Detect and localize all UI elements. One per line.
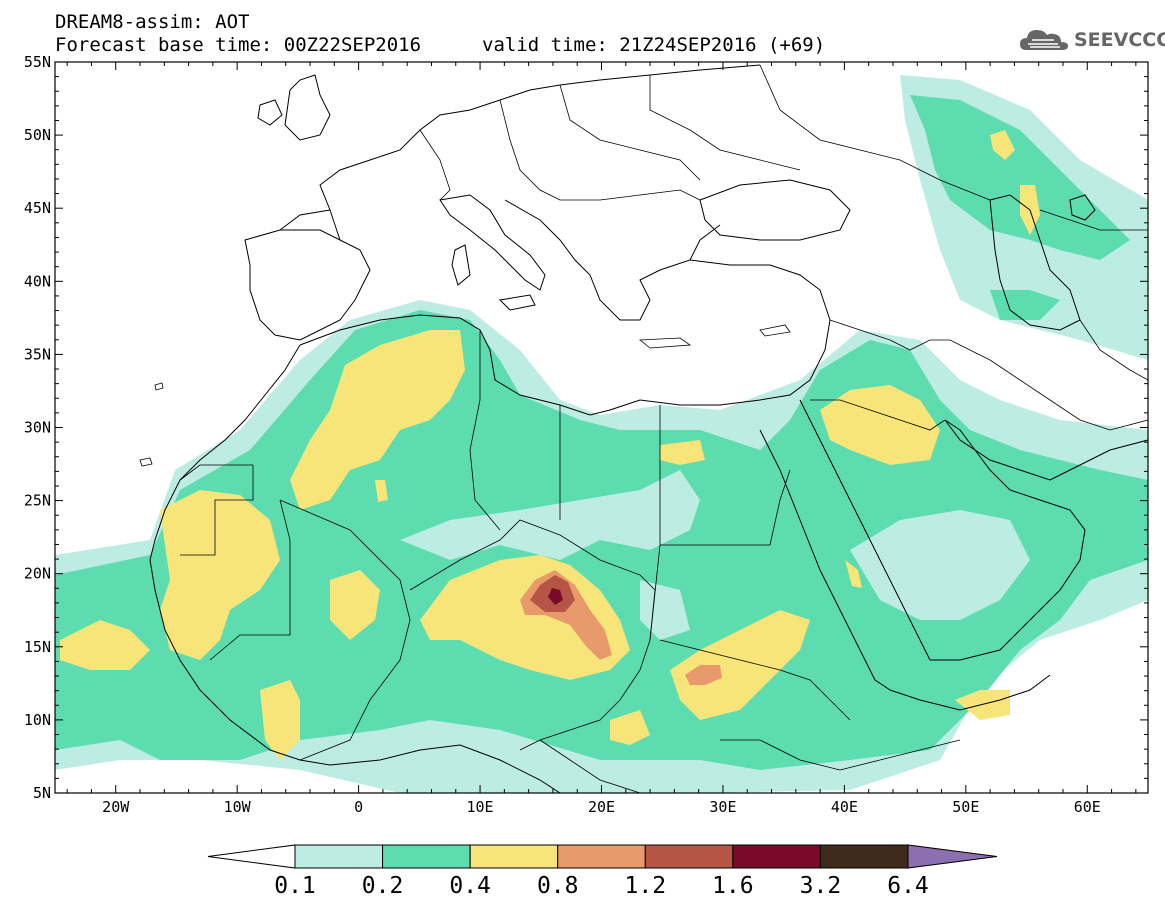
colorbar-max-arrow <box>907 844 998 869</box>
coastlines <box>149 64 1148 793</box>
lon-label: 30E <box>709 798 736 816</box>
lon-label: 0 <box>354 798 363 816</box>
lon-labels: 20W 10W 0 10E 20E 30E 40E 50E 60E <box>102 798 1101 816</box>
lat-label: 50N <box>24 126 51 144</box>
colorbar-cell <box>294 844 384 869</box>
colorbar-cell <box>644 844 734 869</box>
lat-label: 25N <box>24 492 51 510</box>
aot-field <box>55 64 1148 793</box>
colorbar-label: 1.2 <box>625 873 667 899</box>
country-borders <box>179 64 1148 793</box>
colorbar <box>207 844 998 869</box>
aot-level-0.4 <box>60 130 1040 760</box>
base-time-label: Forecast base time: 00Z22SEP2016 <box>55 34 422 56</box>
colorbar-labels: 0.1 0.2 0.4 0.8 1.2 1.6 3.2 6.4 <box>274 873 929 899</box>
lat-label: 15N <box>24 638 51 656</box>
lon-label: 10W <box>224 798 252 816</box>
lat-label: 40N <box>24 272 51 290</box>
colorbar-label: 6.4 <box>887 873 929 899</box>
lon-label: 10E <box>467 798 494 816</box>
lat-label: 20N <box>24 565 51 583</box>
colorbar-cell <box>469 844 559 869</box>
lon-label: 40E <box>831 798 858 816</box>
lon-ticks <box>66 62 1137 793</box>
lat-label: 45N <box>24 199 51 217</box>
colorbar-label: 0.2 <box>362 873 404 899</box>
lat-label: 35N <box>24 345 51 363</box>
lon-label: 50E <box>952 798 979 816</box>
lon-label: 20E <box>588 798 615 816</box>
colorbar-label: 3.2 <box>800 873 842 899</box>
seevccc-logo: SEEVCCC <box>1018 24 1165 54</box>
valid-time-label: valid time: 21Z24SEP2016 (+69) <box>482 34 826 56</box>
map-title: DREAM8-assim: AOT <box>55 11 250 33</box>
colorbar-cell <box>557 844 646 869</box>
lat-ticks <box>55 61 1148 794</box>
colorbar-label: 0.8 <box>537 873 579 899</box>
cloud-icon <box>1020 30 1068 50</box>
islands <box>139 324 791 467</box>
colorbar-label: 0.1 <box>274 873 316 899</box>
colorbar-min-arrow <box>207 844 296 869</box>
colorbar-label: 0.4 <box>449 873 491 899</box>
lat-label: 10N <box>24 711 51 729</box>
lon-label: 20W <box>102 798 130 816</box>
lat-labels: 55N 50N 45N 40N 35N 30N 25N 20N 15N 10N 5N <box>24 53 51 802</box>
aot-level-1.6 <box>548 588 563 605</box>
colorbar-cell <box>819 844 909 869</box>
aot-level-0.1-inner <box>400 470 1030 640</box>
lat-label: 30N <box>24 419 51 437</box>
logo-text: SEEVCCC <box>1074 29 1165 51</box>
lat-label: 55N <box>24 53 51 71</box>
lat-label: 5N <box>33 784 51 802</box>
colorbar-cell <box>732 844 821 869</box>
colorbar-cell <box>382 844 471 869</box>
lon-label: 60E <box>1074 798 1101 816</box>
colorbar-label: 1.6 <box>712 873 754 899</box>
